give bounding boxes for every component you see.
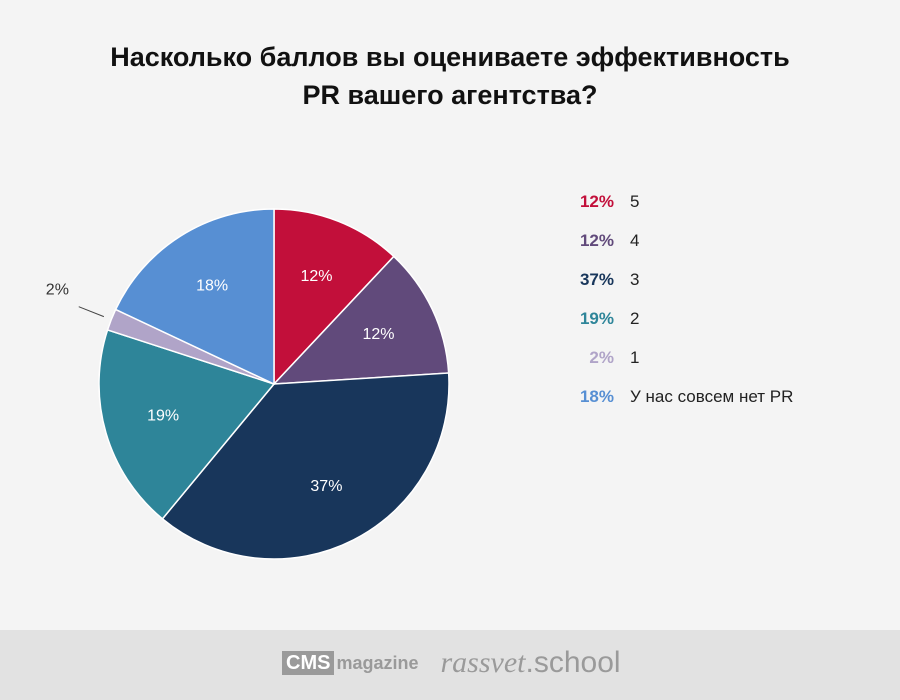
- legend-label-6: У нас совсем нет PR: [630, 386, 794, 406]
- pie-slice-1: [273, 208, 395, 386]
- legend-label-4: 2: [630, 308, 640, 328]
- chart-title-line-1: Насколько баллов вы оцениваете эффективн…: [110, 42, 790, 72]
- chart-title: Насколько баллов вы оцениваете эффективн…: [0, 38, 900, 114]
- footer-logos: CMS magazine rassvet .school: [282, 646, 621, 680]
- legend-label-3: 3: [630, 269, 640, 289]
- chart-title-line-2: PR вашего агентства?: [302, 80, 598, 110]
- cms-logo-box: CMS: [282, 651, 335, 675]
- pie-slice-6: [114, 208, 275, 386]
- rassvet-logo-school: .school: [525, 646, 621, 679]
- chart-legend: 12% 5 12% 4 37% 3 19% 2 2% 1 18% У нас совсем нет P…: [560, 182, 880, 416]
- legend-entry-2: 12% 4: [560, 221, 880, 260]
- legend-entry-3: 37% 3: [560, 260, 880, 299]
- pie-slice-2: [272, 255, 450, 385]
- legend-entry-4: 19% 2: [560, 299, 880, 338]
- legend-percent-3: 37%: [579, 269, 614, 289]
- rassvet-logo-italic: rassvet: [440, 646, 526, 679]
- pie-data-label-2: 12%: [362, 326, 394, 343]
- legend-label-2: 4: [630, 230, 640, 250]
- legend-percent-1: 12%: [579, 191, 614, 211]
- pie-data-label-3: 37%: [310, 478, 342, 495]
- legend-entry-5: 2% 1: [560, 338, 880, 377]
- legend-entry-6: 18% У нас совсем нет PR: [560, 377, 880, 416]
- legend-entry-1: 12% 5: [560, 182, 880, 221]
- pie-chart: 12% 12% 37% 19% 2% 18%: [46, 208, 450, 560]
- legend-label-1: 5: [630, 191, 640, 211]
- legend-label-5: 1: [630, 347, 640, 367]
- pie-slice-4: [98, 328, 276, 520]
- cms-logo-text: magazine: [336, 652, 419, 673]
- footer-bar: CMS magazine rassvet .school: [0, 630, 900, 700]
- legend-percent-4: 19%: [579, 308, 614, 328]
- legend-percent-2: 12%: [579, 230, 614, 250]
- legend-percent-5: 2%: [589, 347, 614, 367]
- pie-slice-3: [161, 372, 450, 560]
- legend-percent-6: 18%: [579, 386, 614, 406]
- pie-data-label-5: 2%: [46, 281, 69, 298]
- pie-data-label-6: 18%: [196, 278, 228, 295]
- pie-data-label-4: 19%: [147, 407, 179, 424]
- pie-leader-line-5: [78, 306, 105, 318]
- pie-data-label-1: 12%: [301, 268, 333, 285]
